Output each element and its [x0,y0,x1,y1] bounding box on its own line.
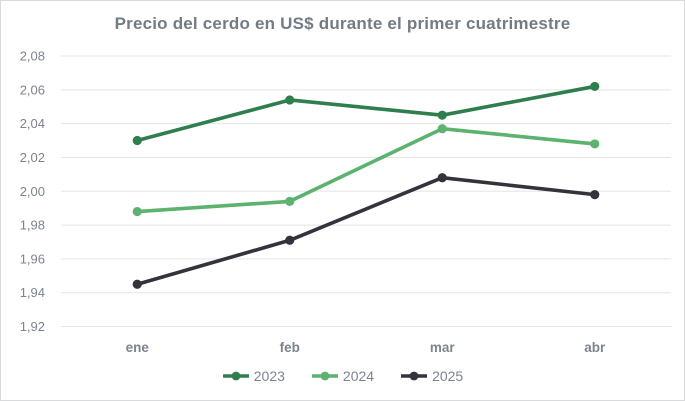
y-tick-label: 1,92 [20,319,45,334]
data-point-2023-feb [285,95,295,105]
data-point-2025-abr [590,190,600,200]
legend-label: 2023 [253,368,285,384]
data-point-2024-mar [437,124,447,134]
data-point-2023-mar [437,110,447,120]
x-tick-label-abr: abr [584,340,606,355]
data-point-2025-feb [285,235,295,245]
legend: 2023 2024 2025 [1,368,684,384]
x-tick-label-feb: feb [280,340,300,355]
y-tick-label: 2,04 [20,116,45,131]
legend-item-2025: 2025 [400,368,463,384]
legend-marker-icon [311,371,338,381]
legend-label: 2024 [342,368,375,384]
series-line-2025 [135,175,597,287]
data-point-2023-abr [590,81,600,92]
legend-marker-icon [222,371,249,381]
series-line-2023 [135,84,597,143]
data-point-2024-feb [285,196,295,206]
legend-item-2024: 2024 [311,368,374,384]
x-tick-label-ene: ene [126,340,150,355]
y-tick-label: 1,96 [20,251,45,266]
data-point-2023-ene [132,135,142,146]
chart-title: Precio del cerdo en US$ durante el prime… [114,14,571,33]
data-point-2024-ene [132,206,142,217]
legend-label: 2025 [432,368,464,384]
y-tick-label: 1,94 [20,285,45,300]
legend-item-2023: 2023 [222,368,285,384]
data-point-2024-abr [590,139,600,149]
data-point-2025-mar [437,173,447,183]
series-line-2024 [135,126,597,214]
y-tick-label: 2,08 [20,49,45,64]
y-tick-label: 1,98 [20,218,45,233]
x-tick-label-mar: mar [430,340,456,355]
y-tick-label: 2,02 [20,150,45,165]
y-tick-label: 2,00 [20,184,45,199]
legend-marker-icon [401,371,428,381]
data-point-2025-ene [132,279,142,289]
y-tick-label: 2,06 [20,82,45,97]
